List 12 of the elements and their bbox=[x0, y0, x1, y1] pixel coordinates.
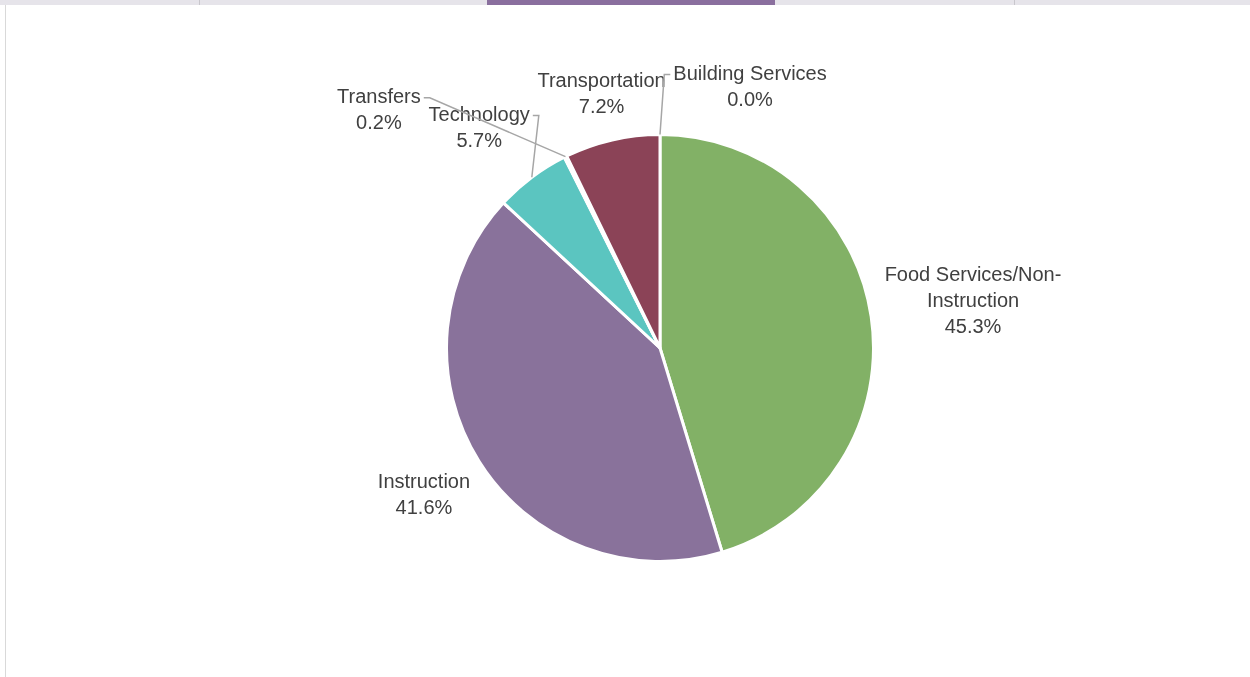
slice-label: Instruction bbox=[377, 470, 471, 493]
data-label: 45.3% bbox=[944, 314, 1002, 337]
slice-label: Technology bbox=[428, 103, 530, 126]
category-label: Building Services bbox=[673, 62, 827, 85]
data-label: 41.6% bbox=[395, 496, 453, 519]
text: 0.0% bbox=[727, 88, 773, 111]
data-label: 0.2% bbox=[356, 111, 402, 134]
slice-label: Transportation bbox=[537, 68, 666, 91]
data-label: 5.7% bbox=[456, 129, 503, 152]
slice-label: Transfers bbox=[337, 85, 421, 108]
slice-label: Food Services/Non-Instruction bbox=[884, 262, 1062, 311]
data-label: 7.2% bbox=[578, 94, 625, 117]
